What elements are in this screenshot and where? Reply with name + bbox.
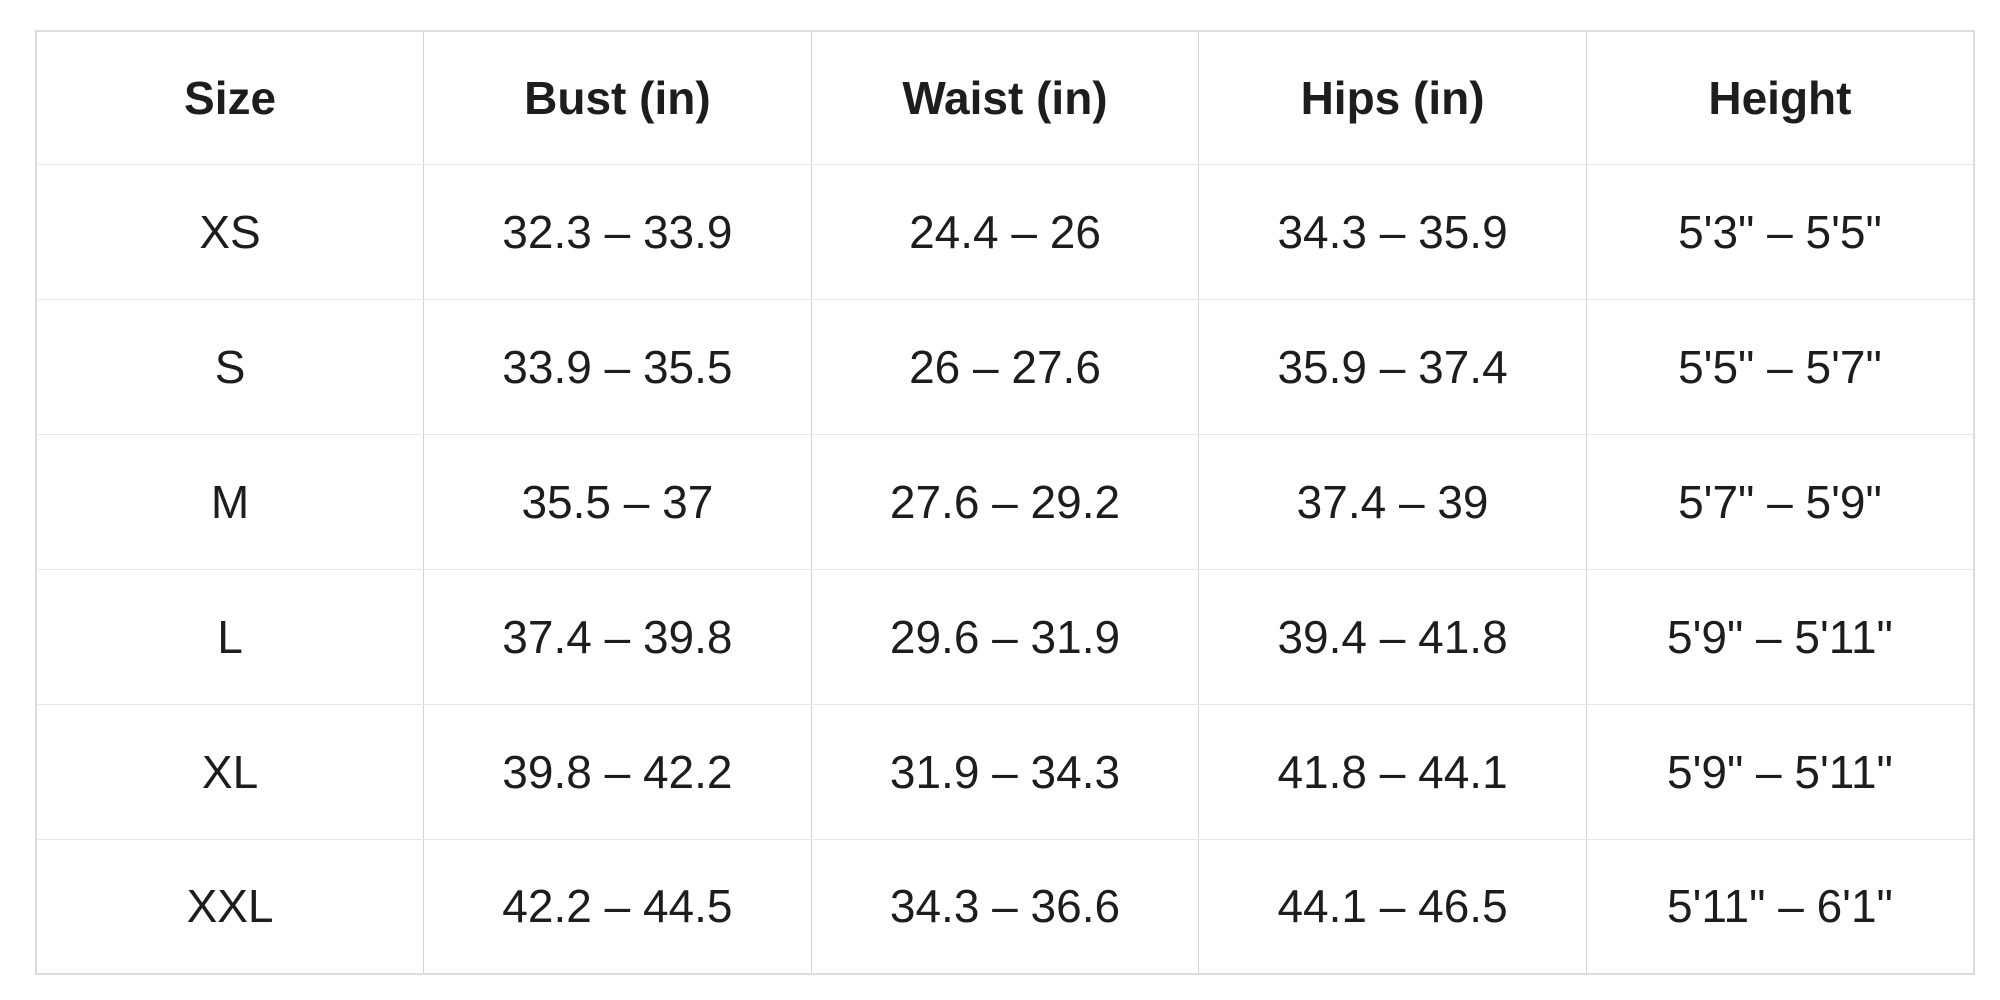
table-row-m: M 35.5 – 37 27.6 – 29.2 37.4 – 39 5'7" –… [35,433,1975,570]
cell-height: 5'9" – 5'11" [1585,703,1975,840]
table-body: XS 32.3 – 33.9 24.4 – 26 34.3 – 35.9 5'3… [35,163,1975,975]
table-row-s: S 33.9 – 35.5 26 – 27.6 35.9 – 37.4 5'5"… [35,298,1975,435]
cell-waist: 27.6 – 29.2 [810,433,1200,570]
cell-height: 5'9" – 5'11" [1585,568,1975,705]
col-header-height: Height [1585,30,1975,165]
cell-bust: 37.4 – 39.8 [423,568,812,705]
cell-bust: 32.3 – 33.9 [423,163,812,300]
size-chart-table: Size Bust (in) Waist (in) Hips (in) Heig… [35,30,1975,975]
cell-hips: 37.4 – 39 [1198,433,1587,570]
table-row-xs: XS 32.3 – 33.9 24.4 – 26 34.3 – 35.9 5'3… [35,163,1975,300]
cell-size: S [35,298,425,435]
cell-waist: 29.6 – 31.9 [810,568,1200,705]
cell-size: M [35,433,425,570]
cell-height: 5'11" – 6'1" [1585,838,1975,975]
table-row-l: L 37.4 – 39.8 29.6 – 31.9 39.4 – 41.8 5'… [35,568,1975,705]
table-row-xl: XL 39.8 – 42.2 31.9 – 34.3 41.8 – 44.1 5… [35,703,1975,840]
cell-size: L [35,568,425,705]
col-header-hips: Hips (in) [1198,30,1587,165]
cell-waist: 34.3 – 36.6 [810,838,1200,975]
cell-size: XL [35,703,425,840]
cell-hips: 34.3 – 35.9 [1198,163,1587,300]
cell-height: 5'3" – 5'5" [1585,163,1975,300]
cell-bust: 39.8 – 42.2 [423,703,812,840]
cell-size: XXL [35,838,425,975]
cell-waist: 24.4 – 26 [810,163,1200,300]
col-header-bust: Bust (in) [423,30,812,165]
cell-height: 5'7" – 5'9" [1585,433,1975,570]
cell-hips: 41.8 – 44.1 [1198,703,1587,840]
col-header-waist: Waist (in) [810,30,1200,165]
header-row: Size Bust (in) Waist (in) Hips (in) Heig… [35,30,1975,165]
table-header: Size Bust (in) Waist (in) Hips (in) Heig… [35,30,1975,165]
cell-hips: 44.1 – 46.5 [1198,838,1587,975]
cell-size: XS [35,163,425,300]
table-row-xxl: XXL 42.2 – 44.5 34.3 – 36.6 44.1 – 46.5 … [35,838,1975,975]
cell-height: 5'5" – 5'7" [1585,298,1975,435]
cell-bust: 35.5 – 37 [423,433,812,570]
cell-bust: 42.2 – 44.5 [423,838,812,975]
cell-hips: 39.4 – 41.8 [1198,568,1587,705]
cell-waist: 31.9 – 34.3 [810,703,1200,840]
cell-bust: 33.9 – 35.5 [423,298,812,435]
col-header-size: Size [35,30,425,165]
cell-waist: 26 – 27.6 [810,298,1200,435]
cell-hips: 35.9 – 37.4 [1198,298,1587,435]
